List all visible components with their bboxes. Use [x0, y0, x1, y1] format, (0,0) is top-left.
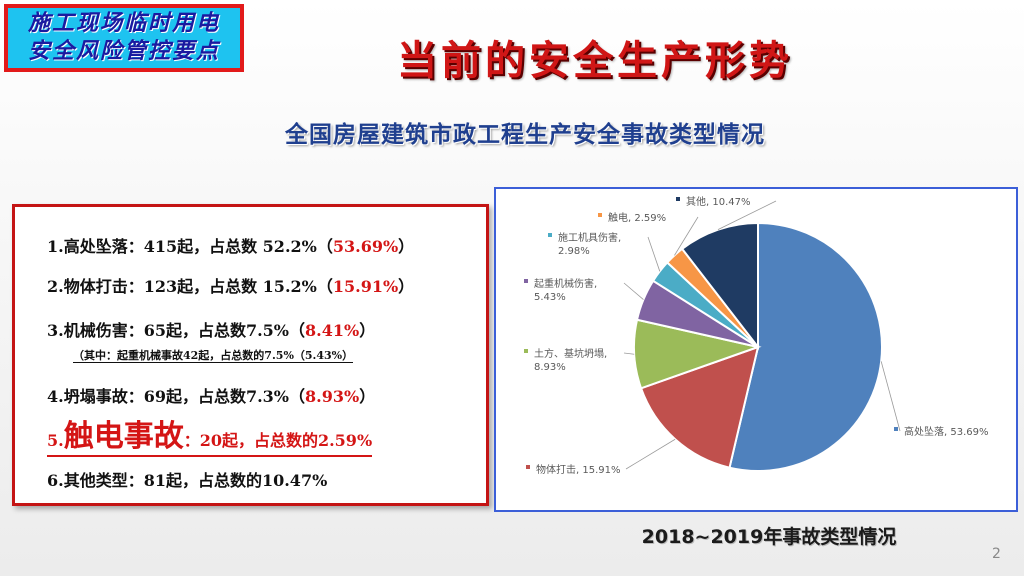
pie-slice-2	[639, 345, 760, 469]
slide-title: 当前的安全生产形势	[397, 38, 793, 84]
list-item-other: 6.其他类型：81起，占总数的10.47%	[47, 471, 328, 490]
pie-label-marker-2	[526, 465, 530, 469]
list-item-electrocution: 5.触电事故：20起，占总数的2.59%	[47, 411, 373, 457]
list-item-falls: 1.高处坠落：415起，占总数 52.2%（53.69%）	[47, 237, 415, 256]
chart-caption: 2018~2019年事故类型情况	[641, 526, 897, 548]
pie-label-marker-1	[894, 427, 898, 431]
list-item-machinery: 3.机械伤害：65起，占总数7.5%（8.41%）	[47, 321, 376, 340]
pie-chart: 高处坠落, 53.69% 物体打击, 15.91% 土方、基坑坍塌, 8.93% 起重机…	[524, 195, 989, 476]
pie-label-1: 高处坠落, 53.69%	[904, 425, 989, 438]
pie-chart-panel: 高处坠落, 53.69% 物体打击, 15.91% 土方、基坑坍塌, 8.93% 起重机…	[494, 187, 1018, 512]
pie-label-marker-6	[598, 213, 602, 217]
pie-label-5: 施工机具伤害, 2.98%	[558, 231, 621, 257]
topic-badge: 施工现场临时用电 安全风险管控要点	[4, 4, 244, 72]
pie-leader-line-3	[623, 352, 635, 355]
page-number: 2	[992, 546, 1001, 562]
pie-label-marker-5	[548, 233, 552, 237]
pie-label-marker-7	[676, 197, 680, 201]
pie-leader-line-4	[623, 282, 644, 300]
pie-leader-line-5	[647, 236, 661, 272]
pie-slice-7	[680, 221, 759, 350]
pie-leader-line-7	[717, 200, 777, 231]
list-item-struck: 2.物体打击：123起，占总数 15.2%（15.91%）	[47, 277, 415, 296]
pie-leader-line-6	[674, 216, 699, 256]
badge-line-1: 施工现场临时用电	[27, 11, 220, 36]
pie-label-6: 触电, 2.59%	[608, 211, 666, 224]
badge-line-2: 安全风险管控要点	[27, 39, 220, 64]
pie-leader-line-2	[625, 438, 676, 470]
list-item-collapse: 4.坍塌事故：69起，占总数7.3%（8.93%）	[47, 387, 376, 406]
accident-list-box: 1.高处坠落：415起，占总数 52.2%（53.69%） 2.物体打击：123…	[12, 204, 489, 506]
list-item-machinery-note: （其中：起重机械事故42起，占总数的7.5%（5.43%）	[73, 349, 354, 363]
pie-label-3: 土方、基坑坍塌, 8.93%	[534, 347, 607, 373]
pie-label-marker-4	[524, 279, 528, 283]
pie-label-marker-3	[524, 349, 528, 353]
slide-subtitle: 全国房屋建筑市政工程生产安全事故类型情况	[285, 122, 765, 148]
pie-leader-line-1	[880, 361, 901, 432]
pie-label-4: 起重机械伤害, 5.43%	[534, 277, 597, 303]
pie-label-7: 其他, 10.47%	[686, 195, 751, 208]
pie-label-2: 物体打击, 15.91%	[536, 463, 621, 476]
